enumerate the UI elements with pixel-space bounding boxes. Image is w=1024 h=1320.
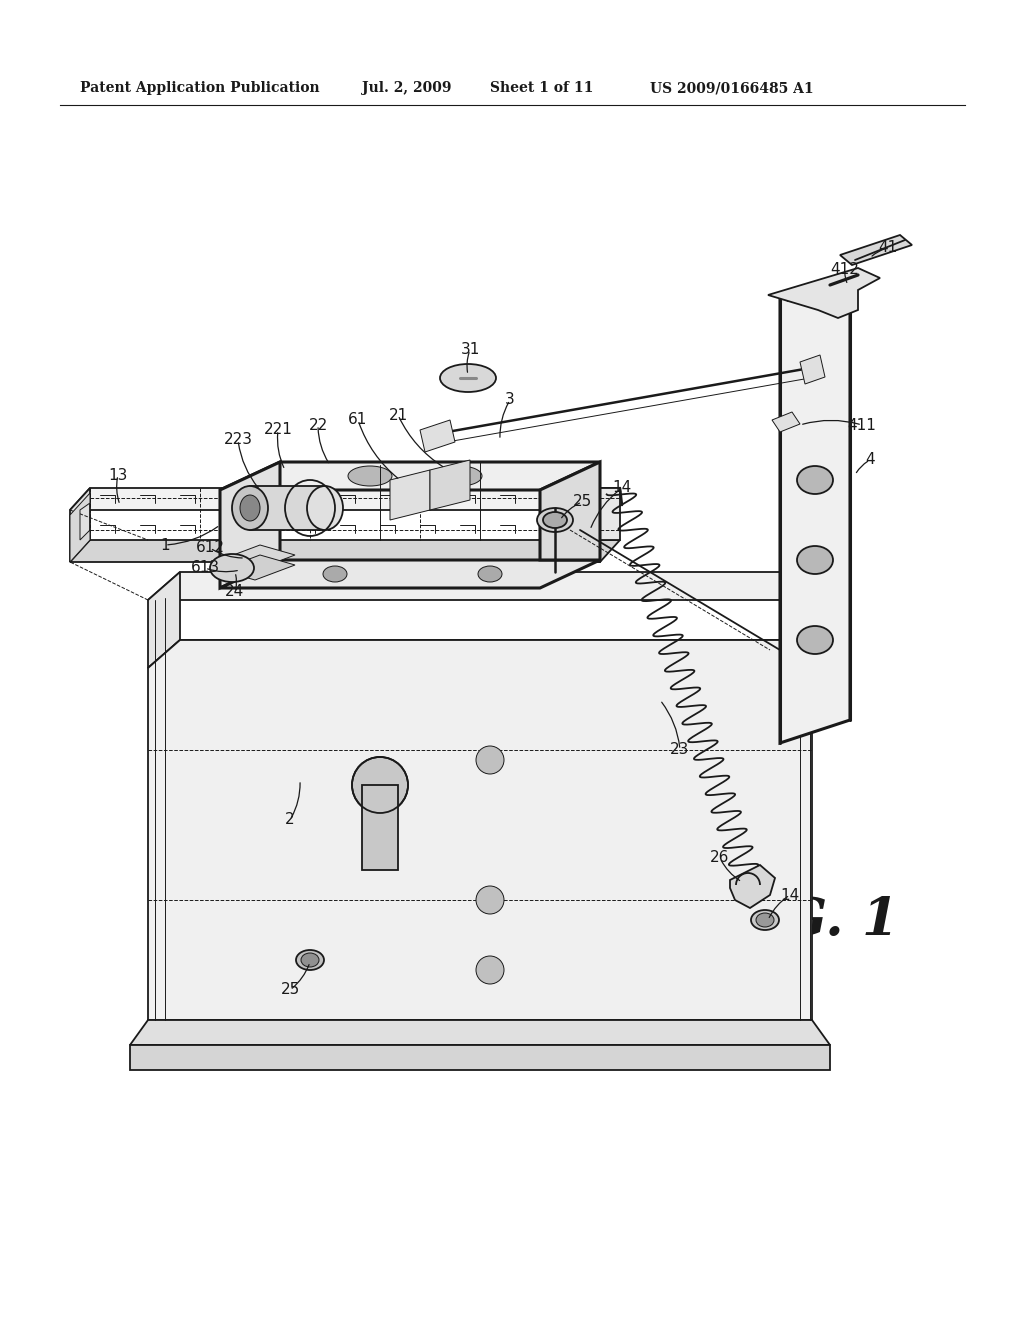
Polygon shape [220, 554, 295, 579]
Text: 14: 14 [780, 887, 800, 903]
Text: 613: 613 [190, 561, 219, 576]
Polygon shape [810, 572, 840, 668]
Ellipse shape [296, 950, 324, 970]
Polygon shape [780, 272, 850, 743]
Ellipse shape [476, 886, 504, 913]
Ellipse shape [478, 566, 502, 582]
Polygon shape [390, 470, 430, 520]
Ellipse shape [352, 756, 408, 813]
Text: 23: 23 [671, 742, 690, 758]
Polygon shape [70, 488, 620, 510]
Text: Sheet 1 of 11: Sheet 1 of 11 [490, 81, 593, 95]
Ellipse shape [232, 486, 268, 531]
Text: 25: 25 [572, 495, 592, 510]
Polygon shape [430, 459, 470, 510]
Polygon shape [70, 492, 90, 562]
Text: 2: 2 [286, 813, 295, 828]
Polygon shape [220, 560, 600, 587]
Text: 612: 612 [196, 540, 224, 556]
Polygon shape [220, 462, 600, 490]
Ellipse shape [301, 953, 319, 968]
Ellipse shape [210, 554, 254, 582]
Text: 31: 31 [461, 342, 479, 358]
Polygon shape [800, 355, 825, 384]
Text: 13: 13 [109, 467, 128, 483]
Text: 223: 223 [223, 433, 253, 447]
Ellipse shape [307, 486, 343, 531]
Ellipse shape [756, 913, 774, 927]
Text: 221: 221 [263, 422, 293, 437]
Ellipse shape [797, 626, 833, 653]
Polygon shape [580, 488, 620, 562]
Ellipse shape [537, 508, 573, 532]
Ellipse shape [323, 566, 347, 582]
Text: 25: 25 [281, 982, 300, 998]
Text: 41: 41 [879, 240, 898, 256]
Ellipse shape [476, 746, 504, 774]
Polygon shape [220, 462, 280, 587]
Text: 411: 411 [848, 417, 877, 433]
Polygon shape [70, 488, 90, 562]
Polygon shape [730, 865, 775, 908]
Polygon shape [130, 1045, 830, 1071]
Polygon shape [220, 545, 295, 570]
Text: 412: 412 [830, 263, 859, 277]
Polygon shape [540, 462, 600, 560]
Polygon shape [780, 272, 858, 301]
Text: Patent Application Publication: Patent Application Publication [80, 81, 319, 95]
Polygon shape [148, 572, 180, 668]
Ellipse shape [240, 495, 260, 521]
Ellipse shape [797, 466, 833, 494]
Ellipse shape [438, 466, 482, 486]
Polygon shape [768, 268, 880, 318]
Text: 21: 21 [388, 408, 408, 422]
Text: 4: 4 [865, 453, 874, 467]
Polygon shape [130, 1020, 830, 1045]
Polygon shape [420, 420, 455, 451]
Text: 3: 3 [505, 392, 515, 408]
Ellipse shape [543, 512, 567, 528]
Polygon shape [148, 640, 840, 1020]
Ellipse shape [751, 909, 779, 931]
Text: 26: 26 [711, 850, 730, 866]
Text: FIG. 1: FIG. 1 [720, 895, 899, 945]
Ellipse shape [348, 466, 392, 486]
Ellipse shape [440, 364, 496, 392]
Text: 22: 22 [308, 417, 328, 433]
Text: 1: 1 [160, 537, 170, 553]
Polygon shape [70, 540, 620, 562]
Polygon shape [772, 412, 800, 432]
Polygon shape [148, 640, 840, 668]
Polygon shape [362, 785, 398, 870]
Text: 24: 24 [225, 585, 245, 599]
Text: US 2009/0166485 A1: US 2009/0166485 A1 [650, 81, 814, 95]
Polygon shape [840, 235, 912, 265]
Polygon shape [250, 486, 325, 531]
Text: 61: 61 [348, 412, 368, 428]
Text: Jul. 2, 2009: Jul. 2, 2009 [362, 81, 452, 95]
Ellipse shape [797, 546, 833, 574]
Ellipse shape [476, 956, 504, 983]
Text: 14: 14 [612, 480, 632, 495]
Polygon shape [148, 572, 840, 601]
